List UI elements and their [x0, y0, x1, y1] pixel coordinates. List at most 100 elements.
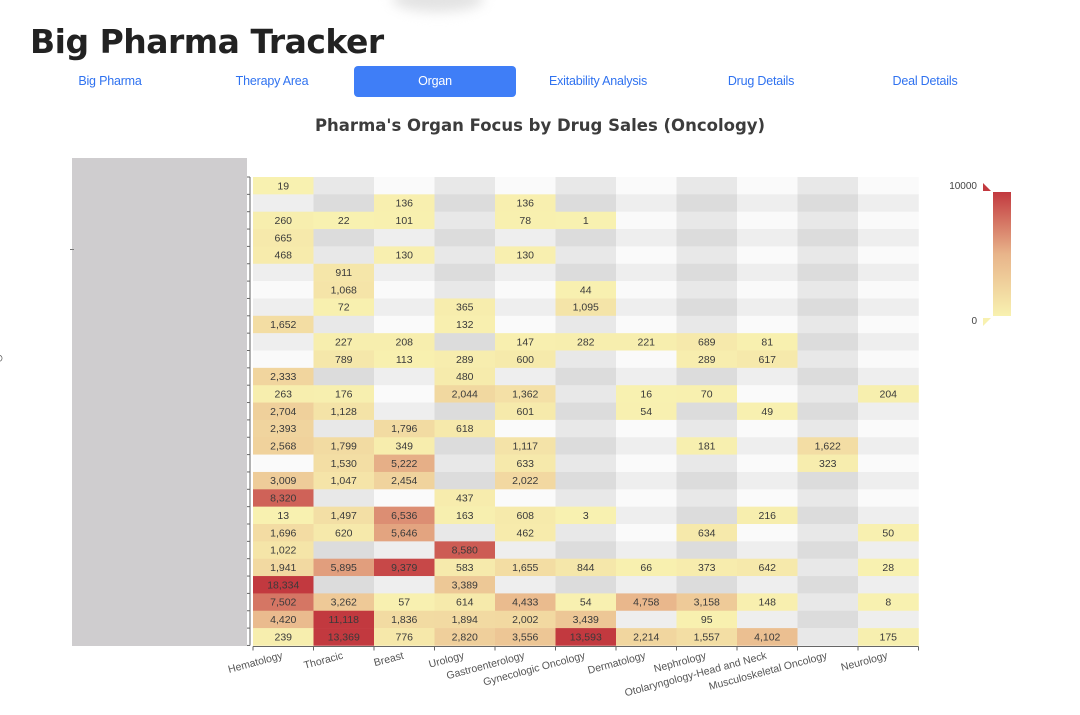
heatmap-cell[interactable] [434, 315, 496, 334]
heatmap-cell[interactable] [374, 593, 435, 612]
heatmap-cell[interactable] [555, 610, 617, 629]
heatmap-cell[interactable] [676, 628, 738, 646]
legend-min-handle[interactable] [983, 318, 991, 326]
heatmap-cell[interactable] [253, 419, 314, 438]
heatmap-cell[interactable] [253, 576, 314, 594]
heatmap-cell[interactable] [434, 350, 496, 369]
heatmap-cell[interactable] [555, 281, 617, 299]
heatmap-cell[interactable] [374, 471, 435, 490]
heatmap-cell[interactable] [495, 385, 556, 403]
heatmap-cell[interactable] [253, 385, 314, 403]
heatmap-cell[interactable] [495, 628, 556, 646]
heatmap-cell[interactable] [253, 402, 314, 421]
heatmap-cell[interactable] [434, 385, 496, 403]
heatmap-cell[interactable] [676, 524, 738, 542]
tab-drug-details[interactable]: Drug Details [727, 74, 795, 88]
heatmap-cell[interactable] [374, 437, 435, 455]
heatmap-cell[interactable] [313, 628, 375, 646]
heatmap-cell[interactable] [495, 471, 556, 490]
heatmap-cell[interactable] [253, 315, 314, 334]
legend-max-handle[interactable] [983, 183, 991, 191]
heatmap-cell[interactable] [555, 298, 617, 317]
heatmap-cell[interactable] [253, 471, 314, 490]
heatmap-cell[interactable] [434, 593, 496, 612]
heatmap-cell[interactable] [737, 593, 798, 612]
heatmap-cell[interactable] [555, 211, 617, 230]
heatmap-cell[interactable] [374, 246, 435, 265]
heatmap-cell[interactable] [253, 541, 314, 559]
heatmap-cell[interactable] [434, 610, 496, 629]
heatmap-cell[interactable] [374, 524, 435, 542]
heatmap-cell[interactable] [313, 437, 375, 455]
heatmap-cell[interactable] [858, 385, 919, 403]
heatmap-cell[interactable] [313, 211, 375, 230]
tab-deal-details[interactable]: Deal Details [892, 74, 958, 88]
heatmap-cell[interactable] [495, 402, 556, 421]
heatmap-cell[interactable] [253, 524, 314, 542]
heatmap-cell[interactable] [858, 628, 919, 646]
heatmap-cell[interactable] [313, 524, 375, 542]
heatmap-cell[interactable] [253, 593, 314, 612]
tab-exitability-analysis[interactable]: Exitability Analysis [548, 74, 648, 88]
heatmap-cell[interactable] [434, 628, 496, 646]
heatmap-cell[interactable] [374, 506, 435, 525]
heatmap-cell[interactable] [434, 506, 496, 525]
heatmap-cell[interactable] [737, 628, 798, 646]
heatmap-cell[interactable] [797, 454, 859, 473]
heatmap-cell[interactable] [737, 558, 798, 577]
heatmap-cell[interactable] [313, 385, 375, 403]
heatmap-cell[interactable] [858, 558, 919, 577]
heatmap-cell[interactable] [434, 558, 496, 577]
heatmap-cell[interactable] [797, 437, 859, 455]
heatmap-cell[interactable] [313, 263, 375, 282]
heatmap-cell[interactable] [737, 350, 798, 369]
heatmap-cell[interactable] [737, 402, 798, 421]
heatmap-cell[interactable] [737, 333, 798, 351]
heatmap-cell[interactable] [253, 506, 314, 525]
heatmap-cell[interactable] [253, 229, 314, 247]
heatmap-cell[interactable] [313, 333, 375, 351]
heatmap-cell[interactable] [313, 281, 375, 299]
heatmap-cell[interactable] [434, 489, 496, 507]
heatmap-cell[interactable] [555, 628, 617, 646]
heatmap-cell[interactable] [495, 194, 556, 212]
heatmap-cell[interactable] [676, 437, 738, 455]
heatmap-cell[interactable] [434, 419, 496, 438]
heatmap-cell[interactable] [313, 506, 375, 525]
heatmap-cell[interactable] [555, 333, 617, 351]
heatmap-cell[interactable] [495, 211, 556, 230]
heatmap-cell[interactable] [253, 610, 314, 629]
heatmap-cell[interactable] [858, 524, 919, 542]
heatmap-cell[interactable] [313, 471, 375, 490]
heatmap-cell[interactable] [374, 454, 435, 473]
heatmap-cell[interactable] [253, 437, 314, 455]
heatmap-cell[interactable] [616, 402, 677, 421]
heatmap-cell[interactable] [253, 489, 314, 507]
heatmap-cell[interactable] [737, 506, 798, 525]
heatmap-cell[interactable] [495, 454, 556, 473]
heatmap-cell[interactable] [374, 610, 435, 629]
heatmap-cell[interactable] [616, 628, 677, 646]
heatmap-cell[interactable] [495, 246, 556, 265]
heatmap-cell[interactable] [616, 333, 677, 351]
heatmap-cell[interactable] [434, 367, 496, 386]
heatmap-cell[interactable] [374, 628, 435, 646]
tab-big-pharma[interactable]: Big Pharma [78, 74, 142, 88]
heatmap-cell[interactable] [374, 333, 435, 351]
heatmap-cell[interactable] [313, 558, 375, 577]
heatmap-cell[interactable] [555, 593, 617, 612]
heatmap-cell[interactable] [495, 593, 556, 612]
heatmap-cell[interactable] [434, 541, 496, 559]
heatmap-cell[interactable] [253, 211, 314, 230]
heatmap-cell[interactable] [676, 333, 738, 351]
heatmap-cell[interactable] [616, 593, 677, 612]
heatmap-cell[interactable] [676, 350, 738, 369]
heatmap-cell[interactable] [676, 593, 738, 612]
heatmap-cell[interactable] [434, 298, 496, 317]
heatmap-cell[interactable] [495, 506, 556, 525]
heatmap-cell[interactable] [253, 177, 314, 195]
heatmap-cell[interactable] [253, 367, 314, 386]
heatmap-cell[interactable] [374, 419, 435, 438]
heatmap-cell[interactable] [858, 593, 919, 612]
heatmap-cell[interactable] [313, 350, 375, 369]
